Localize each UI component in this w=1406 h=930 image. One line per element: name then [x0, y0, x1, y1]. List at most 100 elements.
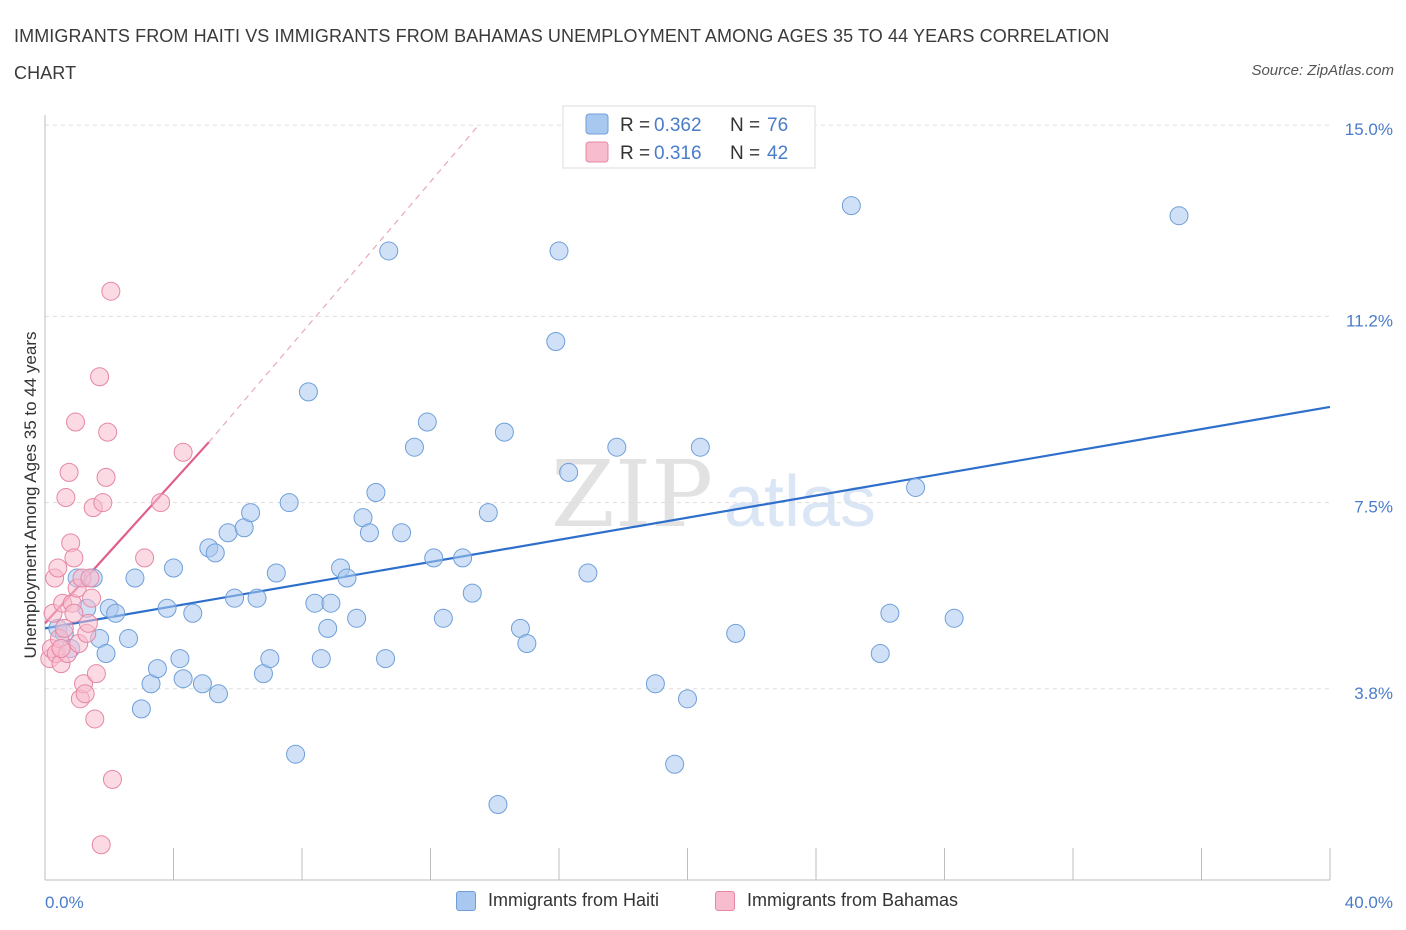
point-series0-31 [266, 563, 286, 583]
point-series0-9 [106, 603, 126, 623]
point-series0-45 [376, 649, 396, 669]
point-series1-32 [93, 493, 113, 513]
point-series1-41 [64, 603, 84, 623]
point-series0-23 [208, 684, 228, 704]
legend-top-r-label-bahamas: R = [620, 143, 650, 164]
point-series0-74 [1169, 206, 1189, 226]
point-series0-41 [347, 608, 367, 628]
point-series0-25 [225, 588, 245, 608]
point-series0-38 [321, 593, 341, 613]
point-series0-65 [665, 754, 685, 774]
point-series0-53 [462, 583, 482, 603]
y-tick-label-0: 3.8% [1354, 684, 1393, 703]
point-series0-10 [119, 628, 139, 648]
point-series0-37 [318, 618, 338, 638]
point-series1-25 [80, 568, 100, 588]
point-series0-61 [559, 462, 579, 482]
point-series0-36 [311, 649, 331, 669]
point-series1-28 [85, 709, 105, 729]
point-series0-17 [170, 649, 190, 669]
point-series0-32 [279, 493, 299, 513]
chart-title: IMMIGRANTS FROM HAITI VS IMMIGRANTS FROM… [14, 26, 1110, 83]
x-tick-label-0: 0.0% [45, 893, 84, 912]
point-series1-29 [86, 664, 106, 684]
point-series0-58 [517, 633, 537, 653]
point-series0-63 [607, 437, 627, 457]
point-series1-34 [98, 422, 118, 442]
point-series0-59 [546, 332, 566, 352]
point-series0-48 [404, 437, 424, 457]
point-series0-72 [906, 477, 926, 497]
point-series0-28 [247, 588, 267, 608]
legend-bottom-bahamas: Immigrants from Bahamas [715, 890, 958, 911]
point-series0-73 [944, 608, 964, 628]
point-series0-15 [157, 598, 177, 618]
axes [44, 115, 1331, 881]
point-series0-7 [96, 644, 116, 664]
point-series0-43 [359, 523, 379, 543]
legend-top-swatch-haiti [585, 113, 609, 135]
point-series1-15 [64, 548, 84, 568]
point-series1-31 [91, 835, 111, 855]
legend-bottom-label-bahamas: Immigrants from Bahamas [747, 890, 959, 910]
point-series0-47 [392, 523, 412, 543]
point-series0-18 [173, 669, 193, 689]
point-series0-54 [478, 503, 498, 523]
point-series0-35 [305, 593, 325, 613]
point-series0-34 [298, 382, 318, 402]
point-series1-40 [51, 639, 71, 659]
y-tick-label-1: 7.5% [1354, 498, 1393, 517]
point-series1-38 [151, 493, 171, 513]
point-series0-51 [433, 608, 453, 628]
legend-top-r-label-haiti: R = [620, 115, 650, 136]
point-series1-36 [102, 769, 122, 789]
point-series0-66 [678, 689, 697, 709]
legend-top-n-value-bahamas: 42 [767, 143, 788, 164]
point-series1-30 [90, 367, 110, 387]
point-series0-64 [645, 674, 665, 694]
point-series0-22 [205, 543, 225, 563]
point-series0-12 [131, 699, 151, 719]
point-series0-40 [337, 568, 357, 588]
y-tick-label-3: 15.0% [1345, 120, 1393, 139]
point-series0-19 [183, 603, 203, 623]
legend-top-n-label-bahamas: N = [730, 143, 760, 164]
point-series0-30 [260, 649, 280, 669]
chart-source: Source: ZipAtlas.com [1251, 62, 1394, 79]
point-series0-44 [366, 483, 386, 502]
point-series0-20 [192, 674, 212, 694]
trend-extension-1 [208, 124, 480, 443]
legend-top-n-label-haiti: N = [730, 115, 760, 136]
point-series1-39 [173, 442, 193, 462]
point-series0-71 [880, 603, 900, 623]
legend-top-n-value-haiti: 76 [767, 115, 788, 136]
point-series0-49 [417, 412, 437, 432]
legend-top-r-value-haiti: 0.362 [654, 115, 702, 136]
legend-top: R = 0.362 N = 76 R = 0.316 N = 42 [562, 105, 816, 169]
point-series1-33 [96, 467, 116, 487]
point-series0-27 [241, 503, 261, 523]
point-series0-11 [125, 568, 145, 588]
y-tick-label-2: 11.2% [1346, 311, 1393, 330]
point-series0-68 [726, 623, 746, 643]
tick-labels: 3.8% 7.5% 11.2% 15.0% 0.0% 40.0% [45, 120, 1393, 912]
point-series1-10 [56, 488, 76, 508]
trend-lines [44, 124, 1331, 630]
point-series0-50 [424, 548, 444, 568]
point-series1-24 [78, 613, 98, 633]
point-series0-60 [549, 241, 569, 261]
legend-bottom-swatch-bahamas [715, 890, 735, 911]
point-series0-24 [218, 523, 238, 543]
point-series0-52 [453, 548, 473, 568]
point-series0-55 [488, 795, 508, 815]
watermark-atlas: atlas [724, 462, 876, 542]
x-tick-label-1: 40.0% [1345, 893, 1393, 912]
legend-bottom-haiti: Immigrants from Haiti [456, 890, 659, 911]
point-series0-56 [494, 422, 514, 442]
point-series0-46 [379, 241, 399, 261]
point-series0-33 [286, 744, 306, 764]
point-series0-62 [578, 563, 598, 583]
point-series1-16 [66, 412, 86, 432]
point-series1-12 [59, 462, 79, 482]
